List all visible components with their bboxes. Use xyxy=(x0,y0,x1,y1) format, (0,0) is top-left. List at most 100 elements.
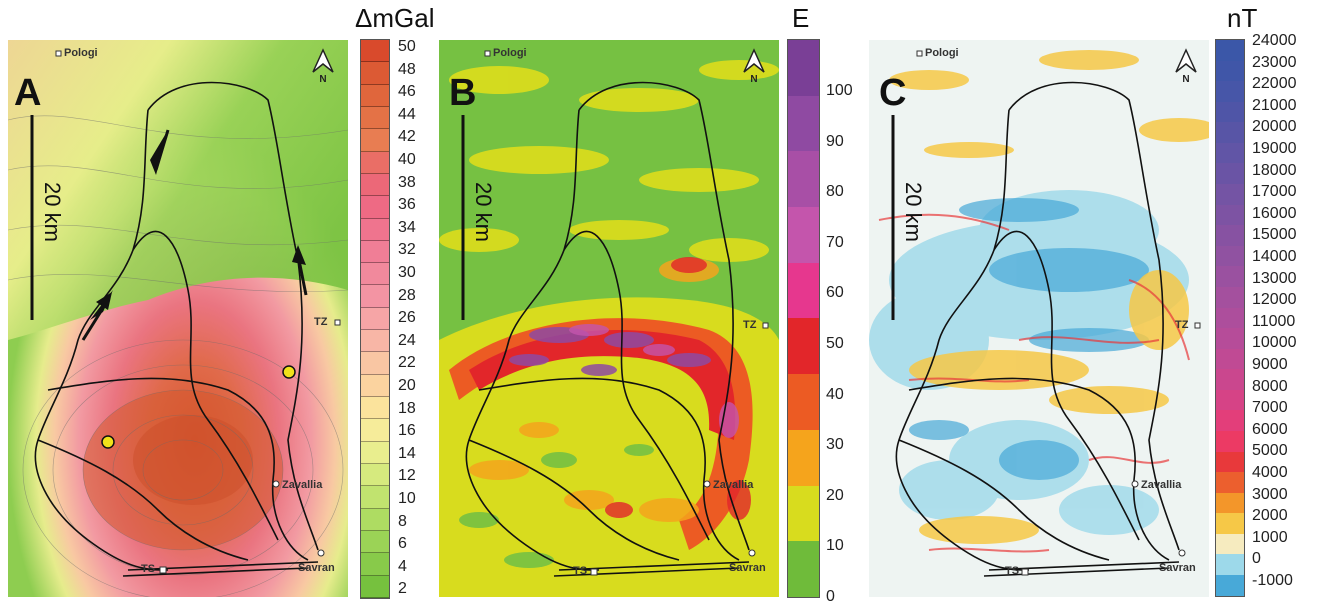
colorbar-tick-label: 2 xyxy=(398,580,407,598)
place-label-savran: Savran xyxy=(1159,562,1196,574)
colorbar-tick-label: 2000 xyxy=(1252,507,1288,525)
colorbar-tick-label: 10 xyxy=(826,537,844,555)
colorbar-tick-label: 14000 xyxy=(1252,248,1297,265)
colorbar-tick-label: 24 xyxy=(398,331,416,349)
colorbar-segment xyxy=(1216,60,1244,82)
colorbar-segment xyxy=(361,40,389,63)
colorbar-segment xyxy=(361,575,389,598)
marker-point xyxy=(282,365,296,379)
colorbar-tick-label: 90 xyxy=(826,132,844,150)
colorbar-segment xyxy=(1216,369,1244,390)
place-label-savran: Savran xyxy=(729,562,766,574)
colorbar-tick-label: 6000 xyxy=(1252,420,1288,438)
colorbar-segment xyxy=(1216,492,1244,514)
place-label-savran: Savran xyxy=(298,562,335,574)
colorbar-tick-label: 22000 xyxy=(1252,75,1297,93)
colorbar-tick-label: 20000 xyxy=(1252,118,1297,136)
colorbar xyxy=(360,39,390,599)
colorbar-segment xyxy=(1216,122,1244,143)
colorbar-tick-label: 42 xyxy=(398,128,416,146)
colorbar-segment xyxy=(1216,184,1244,205)
colorbar-tick-label: 46 xyxy=(398,83,416,101)
magnetic-map xyxy=(869,40,1209,597)
colorbar-segment xyxy=(1216,245,1244,267)
colorbar-segment xyxy=(361,508,389,531)
colorbar-title: E xyxy=(792,3,810,33)
colorbar-tick-label: 70 xyxy=(826,233,844,251)
colorbar-segment xyxy=(361,106,389,130)
colorbar-segment xyxy=(361,307,389,331)
colorbar-segment xyxy=(1216,204,1244,226)
colorbar-tick-label: 23000 xyxy=(1252,53,1297,71)
colorbar-segment xyxy=(1216,451,1244,473)
colorbar-segment xyxy=(361,463,389,487)
colorbar-segment xyxy=(361,84,389,107)
colorbar-tick-label: 80 xyxy=(826,183,844,201)
colorbar-tick-label: 17000 xyxy=(1252,183,1297,201)
colorbar-segment xyxy=(361,151,389,174)
place-label-pologi: Pologi xyxy=(493,47,527,59)
place-label-ts: TS xyxy=(141,563,156,575)
colorbar-tick-label: 24000 xyxy=(1252,32,1297,49)
colorbar-tick-label: 0 xyxy=(826,588,835,605)
colorbar-segment xyxy=(361,352,389,375)
colorbar-tick-label: 40 xyxy=(398,151,416,168)
colorbar-tick-label: 30 xyxy=(826,436,844,454)
marker-point xyxy=(101,435,115,449)
colorbar-tick-label: 18000 xyxy=(1252,161,1297,179)
colorbar-tick-label: 16 xyxy=(398,422,416,440)
colorbar-segment xyxy=(1216,307,1244,329)
panel-letter: A xyxy=(14,72,42,114)
colorbar-segment xyxy=(1216,430,1244,452)
colorbar-tick-label: 8 xyxy=(398,512,407,530)
scale-label: 20 km xyxy=(471,182,496,242)
colorbar-segment xyxy=(1216,81,1244,102)
colorbar-segment xyxy=(1216,266,1244,287)
colorbar-segment xyxy=(361,129,389,152)
colorbar xyxy=(1215,39,1245,597)
colorbar-segment xyxy=(1216,348,1244,370)
colorbar-segment xyxy=(361,330,389,353)
colorbar-segment xyxy=(788,429,819,486)
panel-letter: B xyxy=(449,72,477,114)
place-label-ts: TS xyxy=(1005,565,1020,577)
colorbar-tick-label: 18 xyxy=(398,399,416,417)
colorbar-tick-label: 0 xyxy=(1252,550,1261,568)
colorbar-tick-label: 60 xyxy=(826,284,844,302)
place-label-zavallia: Zavallia xyxy=(713,479,754,491)
energy-map-panel: B 20 km N Pologi TZ Zavallia TS Savran xyxy=(439,40,779,597)
place-label-tz: TZ xyxy=(1175,319,1189,331)
colorbar-tick-label: 44 xyxy=(398,105,416,123)
colorbar-tick-label: 12 xyxy=(398,467,416,485)
place-label-zavallia: Zavallia xyxy=(1141,479,1182,491)
place-label-tz: TZ xyxy=(743,319,757,331)
colorbar-segment xyxy=(788,374,819,430)
panel-letter: C xyxy=(879,72,907,114)
colorbar-tick-label: 1000 xyxy=(1252,528,1288,546)
colorbar-segment xyxy=(1216,40,1244,61)
colorbar-segment xyxy=(788,40,819,96)
colorbar-tick-label: 20 xyxy=(826,486,844,504)
colorbar-tick-label: 50 xyxy=(826,335,844,352)
colorbar-tick-label: 3000 xyxy=(1252,485,1288,503)
colorbar-tick-label: 7000 xyxy=(1252,399,1288,417)
colorbar-segment xyxy=(361,397,389,420)
colorbar-segment xyxy=(788,262,819,319)
colorbar-tick-label: 20 xyxy=(398,377,416,394)
colorbar-segment xyxy=(361,441,389,464)
colorbar-tick-label: 4000 xyxy=(1252,464,1288,481)
colorbar-segment xyxy=(361,218,389,241)
colorbar-title: nT xyxy=(1227,3,1258,33)
colorbar-tick-label: 21000 xyxy=(1252,96,1297,114)
colorbar-segment xyxy=(1216,163,1244,185)
colorbar-tick-label: 5000 xyxy=(1252,442,1288,460)
colorbar-segment xyxy=(361,486,389,509)
colorbar-tick-label: -1000 xyxy=(1252,572,1293,589)
colorbar-segment xyxy=(788,541,819,597)
colorbar-tick-label: 13000 xyxy=(1252,269,1297,287)
gravity-map-panel: A 20 km N Pologi TZ Zavallia TS Savran xyxy=(8,40,348,597)
colorbar-segment xyxy=(361,263,389,286)
colorbar-segment xyxy=(1216,286,1244,308)
colorbar-tick-label: 34 xyxy=(398,218,416,236)
place-label-zavallia: Zavallia xyxy=(282,479,323,491)
